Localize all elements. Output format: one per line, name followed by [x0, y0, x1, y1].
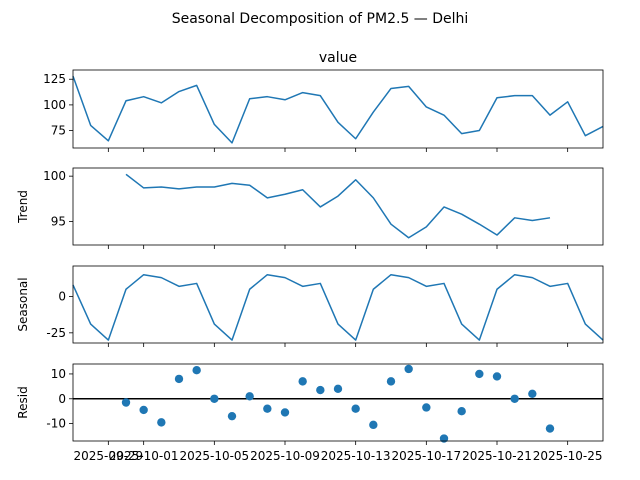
resid-point — [174, 374, 184, 384]
resid-point — [192, 366, 201, 375]
panel-value: value 75 100 125 — [43, 50, 604, 152]
figure-title: Seasonal Decomposition of PM2.5 — Delhi — [172, 11, 469, 27]
resid-point — [439, 434, 449, 443]
panel-seasonal: Seasonal -25 0 — [16, 265, 604, 347]
y-tick-label: 0 — [58, 392, 66, 406]
x-tick-label: 2025-10-17 — [391, 449, 461, 463]
panel-trend: Trend 95 100 — [16, 167, 604, 249]
y-tick-label: 75 — [51, 124, 66, 138]
resid-point — [404, 364, 413, 374]
y-tick-label: 0 — [58, 290, 66, 304]
series-line — [72, 75, 604, 144]
resid-point — [298, 377, 307, 386]
axes-frame — [72, 69, 604, 149]
axes-frame — [72, 265, 604, 344]
resid-point — [386, 377, 396, 386]
y-tick-label: 100 — [43, 98, 66, 112]
y-axis-label: Trend — [16, 190, 30, 224]
x-tick-label: 2025-10-21 — [462, 449, 532, 463]
resid-point — [510, 394, 519, 403]
resid-point — [492, 372, 502, 381]
resid-point — [457, 406, 466, 416]
resid-point — [333, 384, 343, 394]
x-tick-label: 2025-09-29 — [73, 449, 143, 463]
y-tick-label: 10 — [51, 367, 66, 381]
resid-point — [369, 420, 378, 430]
resid-point — [227, 411, 237, 421]
y-tick-label: -10 — [46, 417, 66, 431]
y-tick-label: 95 — [51, 214, 66, 228]
resid-point — [475, 369, 484, 379]
resid-point — [351, 404, 360, 413]
y-tick-label: -25 — [46, 326, 66, 340]
resid-point — [121, 398, 131, 407]
resid-point — [422, 403, 431, 412]
axes-frame — [72, 363, 604, 442]
x-tick-label: 2025-10-25 — [533, 449, 603, 463]
y-axis-label: Seasonal — [16, 277, 30, 331]
x-tick-label: 2025-10-13 — [321, 449, 391, 463]
y-axis-label: Resid — [16, 386, 30, 418]
resid-point — [139, 405, 148, 415]
series-line — [125, 173, 551, 239]
resid-point — [210, 394, 219, 403]
resid-point — [263, 404, 272, 413]
y-tick-label: 125 — [43, 72, 66, 86]
y-tick-label: 100 — [43, 169, 66, 183]
x-tick-label: 2025-10-01 — [109, 449, 179, 463]
resid-point — [528, 389, 537, 399]
resid-point — [280, 408, 290, 417]
x-tick-label: 2025-10-05 — [179, 449, 249, 463]
resid-point — [157, 418, 166, 427]
resid-point — [316, 385, 325, 395]
panel-resid: Resid -10 0 10 — [16, 363, 604, 445]
resid-point — [245, 392, 254, 401]
x-tick-label: 2025-10-09 — [250, 449, 320, 463]
resid-point — [545, 424, 555, 433]
series-line — [72, 273, 604, 341]
axes-frame — [72, 167, 604, 246]
panel-title: value — [319, 50, 357, 66]
